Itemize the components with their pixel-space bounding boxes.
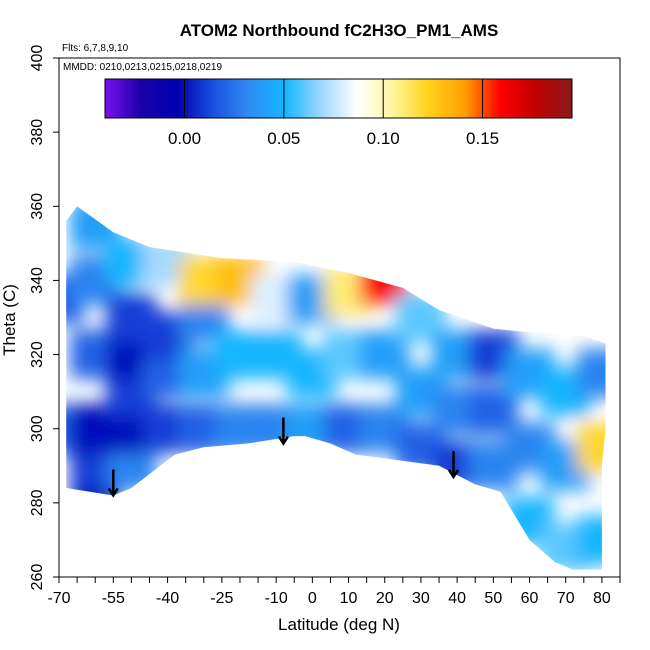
y-tick-label: 380 — [29, 119, 46, 146]
down-arrow — [447, 450, 460, 480]
x-tick-label: 20 — [376, 590, 394, 607]
heatmap-field — [66, 206, 606, 570]
colorbar-gradient — [104, 78, 573, 119]
colorbar-tick-label: 0.15 — [466, 129, 499, 148]
x-tick-label: -40 — [156, 590, 179, 607]
colorbar-tick-label: 0.10 — [367, 129, 400, 148]
y-tick-label: 260 — [29, 564, 46, 591]
y-tick-label: 280 — [29, 489, 46, 516]
x-axis: -70 -55 -40 -25 -10 0 10 20 30 40 50 60 70 80 — [47, 577, 621, 607]
x-tick-label: -70 — [47, 590, 70, 607]
x-tick-label: 10 — [340, 590, 358, 607]
y-axis: 260 280 300 320 340 360 380 400 — [29, 45, 59, 591]
x-tick-label: 70 — [557, 590, 575, 607]
down-arrow — [107, 469, 119, 498]
x-tick-label: 30 — [412, 590, 430, 607]
colorbar-tick-label: 0.00 — [168, 129, 201, 148]
colorbar-tick-label: 0.05 — [267, 129, 300, 148]
x-tick-label: 80 — [593, 590, 611, 607]
heatmap-cell — [576, 348, 606, 398]
y-tick-label: 360 — [29, 193, 46, 220]
y-tick-label: 300 — [29, 415, 46, 442]
x-tick-label: 60 — [521, 590, 539, 607]
x-tick-label: -55 — [102, 590, 125, 607]
flights-annotation: Flts: 6,7,8,9,10 — [62, 43, 129, 54]
heatmap-cell — [576, 515, 606, 565]
x-tick-label: 40 — [448, 590, 466, 607]
dates-annotation: MMDD: 0210,0213,0215,0218,0219 — [63, 62, 222, 73]
arrow-markers — [107, 417, 460, 498]
x-tick-label: -25 — [210, 590, 233, 607]
chart-title: ATOM2 Northbound fC2H3O_PM1_AMS — [180, 21, 499, 40]
heatmap-cell — [576, 422, 606, 472]
y-tick-label: 340 — [29, 267, 46, 294]
x-tick-label: 0 — [308, 590, 317, 607]
down-arrow — [277, 417, 289, 446]
y-axis-label: Theta (C) — [0, 284, 19, 356]
x-axis-label: Latitude (deg N) — [278, 615, 400, 634]
y-tick-label: 400 — [29, 45, 46, 72]
x-tick-label: 50 — [484, 590, 502, 607]
x-tick-label: -10 — [265, 590, 288, 607]
y-tick-label: 320 — [29, 341, 46, 368]
colorbar: 0.00 0.05 0.10 0.15 — [104, 78, 573, 148]
plot-frame — [58, 57, 621, 578]
